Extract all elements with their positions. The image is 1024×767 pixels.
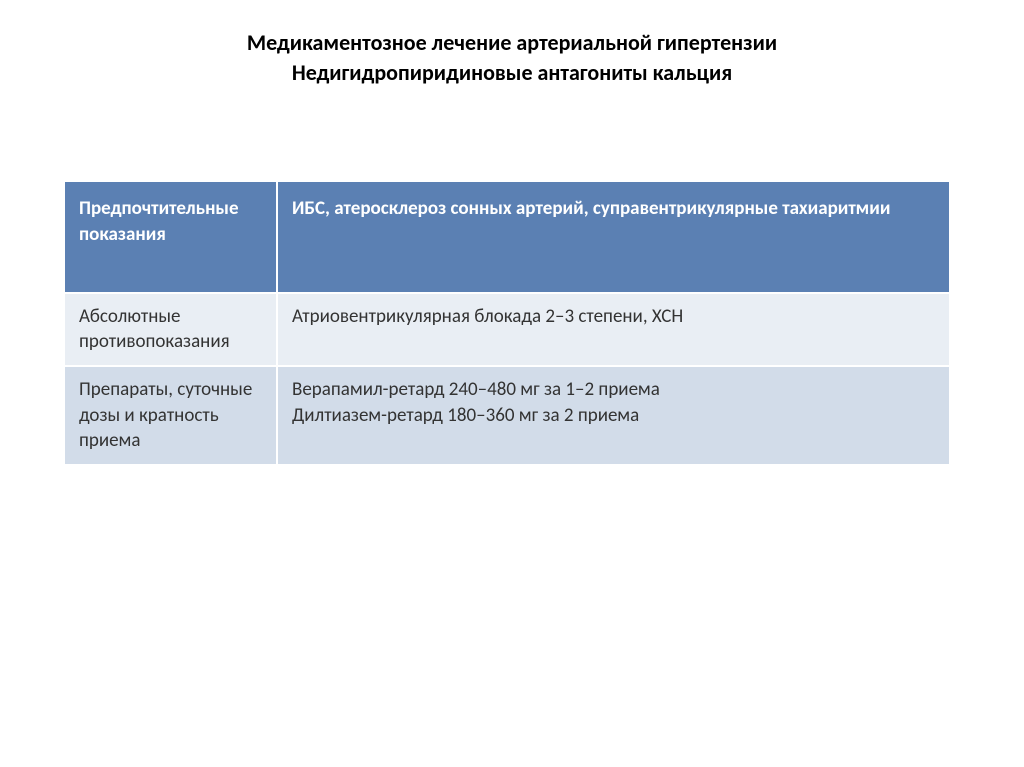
- row-value-cell: Атриовентрикулярная блокада 2–3 степени,…: [277, 293, 949, 366]
- title-line-2: Недигидропиридиновые антагониты кальция: [0, 58, 1024, 88]
- slide-title: Медикаментозное лечение артериальной гип…: [0, 28, 1024, 87]
- value-line-2: Дилтиазем-ретард 180–360 мг за 2 приема: [292, 404, 639, 427]
- table-row: Абсолютные противопоказания Атриовентрик…: [65, 293, 949, 366]
- title-line-1: Медикаментозное лечение артериальной гип…: [0, 28, 1024, 58]
- table-row-header: Предпочтительные показания ИБС, атероскл…: [65, 182, 949, 292]
- header-label-cell: Предпочтительные показания: [65, 182, 277, 292]
- row-value-cell: Верапамил-ретард 240–480 мг за 1–2 прием…: [277, 366, 949, 465]
- value-line-1: Верапамил-ретард 240–480 мг за 1–2 прием…: [292, 378, 660, 401]
- row-label-cell: Абсолютные противопоказания: [65, 293, 277, 366]
- row-label-cell: Препараты, суточные дозы и кратность при…: [65, 366, 277, 465]
- medication-table-wrapper: Предпочтительные показания ИБС, атероскл…: [65, 182, 949, 465]
- medication-table: Предпочтительные показания ИБС, атероскл…: [65, 182, 949, 465]
- header-value-cell: ИБС, атеросклероз сонных артерий, суправ…: [277, 182, 949, 292]
- table-row: Препараты, суточные дозы и кратность при…: [65, 366, 949, 465]
